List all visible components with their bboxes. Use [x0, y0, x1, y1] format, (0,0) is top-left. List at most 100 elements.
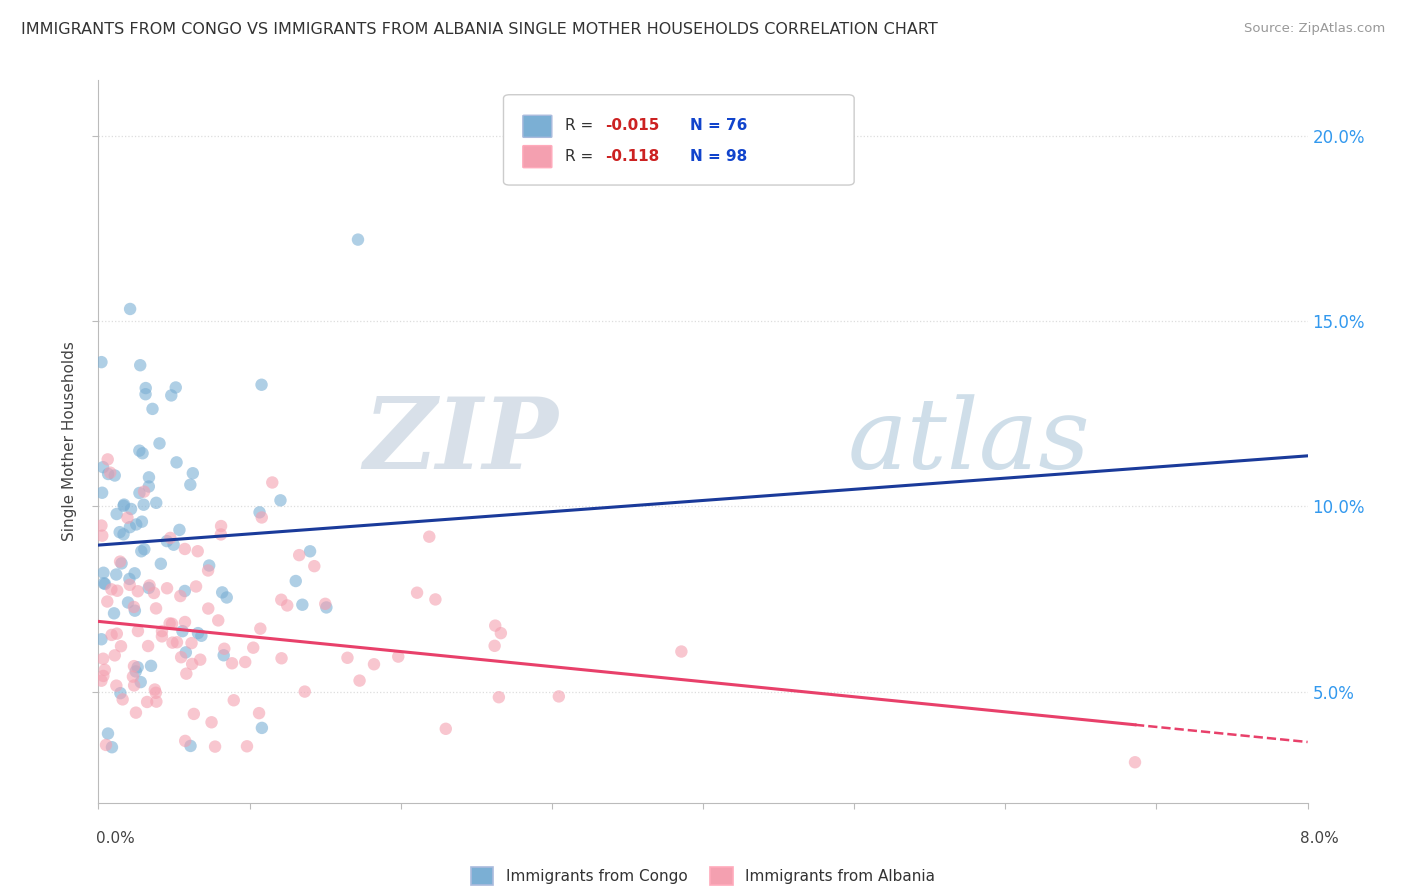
Text: Source: ZipAtlas.com: Source: ZipAtlas.com	[1244, 22, 1385, 36]
Point	[233, 655, 256, 669]
Point	[104, 468, 127, 483]
Point	[169, 523, 191, 537]
Point	[176, 666, 198, 681]
Point	[90, 632, 112, 647]
Point	[197, 601, 219, 615]
Point	[174, 734, 197, 748]
Point	[181, 657, 204, 671]
Text: 0.0%: 0.0%	[96, 831, 135, 846]
Point	[170, 650, 193, 665]
Point	[94, 577, 117, 591]
Point	[202, 814, 225, 829]
Point	[180, 739, 202, 753]
Point	[304, 559, 326, 574]
Point	[97, 726, 120, 740]
Point	[108, 555, 131, 569]
Point	[484, 639, 506, 653]
Point	[105, 679, 128, 693]
Point	[91, 651, 114, 665]
Point	[124, 566, 146, 581]
Point	[321, 814, 343, 829]
Point	[139, 658, 162, 673]
Point	[94, 738, 117, 752]
Text: ZIP: ZIP	[363, 393, 558, 490]
Point	[105, 567, 128, 582]
Point	[250, 721, 273, 735]
Point	[91, 485, 114, 500]
Point	[214, 641, 236, 656]
Point	[262, 475, 284, 490]
Point	[145, 695, 167, 709]
Point	[221, 657, 243, 671]
Point	[425, 592, 447, 607]
Point	[418, 530, 440, 544]
Point	[209, 527, 232, 541]
Point	[184, 579, 207, 593]
Point	[188, 653, 211, 667]
Point	[165, 380, 187, 394]
Point	[90, 673, 112, 688]
Text: atlas: atlas	[848, 394, 1091, 489]
Point	[136, 695, 159, 709]
Point	[211, 585, 233, 599]
Point	[118, 572, 141, 586]
Point	[100, 582, 122, 597]
Point	[135, 381, 157, 395]
Point	[122, 670, 145, 684]
Point	[183, 706, 205, 721]
Point	[127, 624, 149, 638]
Text: 8.0%: 8.0%	[1299, 831, 1339, 846]
Point	[97, 467, 120, 481]
Point	[122, 678, 145, 692]
Point	[112, 527, 135, 541]
Point	[101, 740, 124, 755]
Point	[112, 498, 135, 512]
Point	[112, 499, 135, 513]
Point	[434, 722, 457, 736]
Point	[363, 657, 385, 672]
FancyBboxPatch shape	[523, 115, 553, 137]
Point	[204, 739, 226, 754]
Point	[145, 601, 167, 615]
Point	[197, 564, 219, 578]
Point	[1123, 756, 1146, 770]
Point	[135, 387, 157, 401]
Point	[387, 649, 409, 664]
Point	[91, 529, 114, 543]
Point	[125, 665, 148, 679]
Point	[489, 626, 512, 640]
Point	[108, 525, 131, 540]
Point	[149, 557, 172, 571]
Point	[93, 669, 115, 683]
Point	[169, 589, 191, 603]
Text: R =: R =	[565, 149, 599, 163]
Point	[91, 460, 114, 475]
Point	[127, 660, 149, 674]
Point	[117, 510, 139, 524]
Point	[104, 648, 127, 663]
Point	[236, 739, 259, 754]
Point	[347, 233, 370, 247]
Point	[110, 639, 132, 653]
Point	[209, 519, 232, 533]
Point	[132, 484, 155, 499]
Point	[145, 496, 167, 510]
Point	[159, 531, 181, 545]
Point	[150, 629, 173, 643]
Point	[212, 648, 235, 663]
Point	[198, 558, 221, 573]
Point	[222, 693, 245, 707]
Point	[207, 614, 229, 628]
Y-axis label: Single Mother Households: Single Mother Households	[62, 342, 77, 541]
Point	[160, 388, 183, 402]
Point	[160, 616, 183, 631]
Point	[174, 615, 197, 629]
Point	[349, 673, 371, 688]
Point	[111, 692, 134, 706]
Point	[174, 645, 197, 659]
Point	[173, 541, 195, 556]
Point	[215, 591, 238, 605]
Point	[247, 706, 270, 720]
Point	[138, 581, 160, 595]
Text: -0.118: -0.118	[605, 149, 659, 163]
